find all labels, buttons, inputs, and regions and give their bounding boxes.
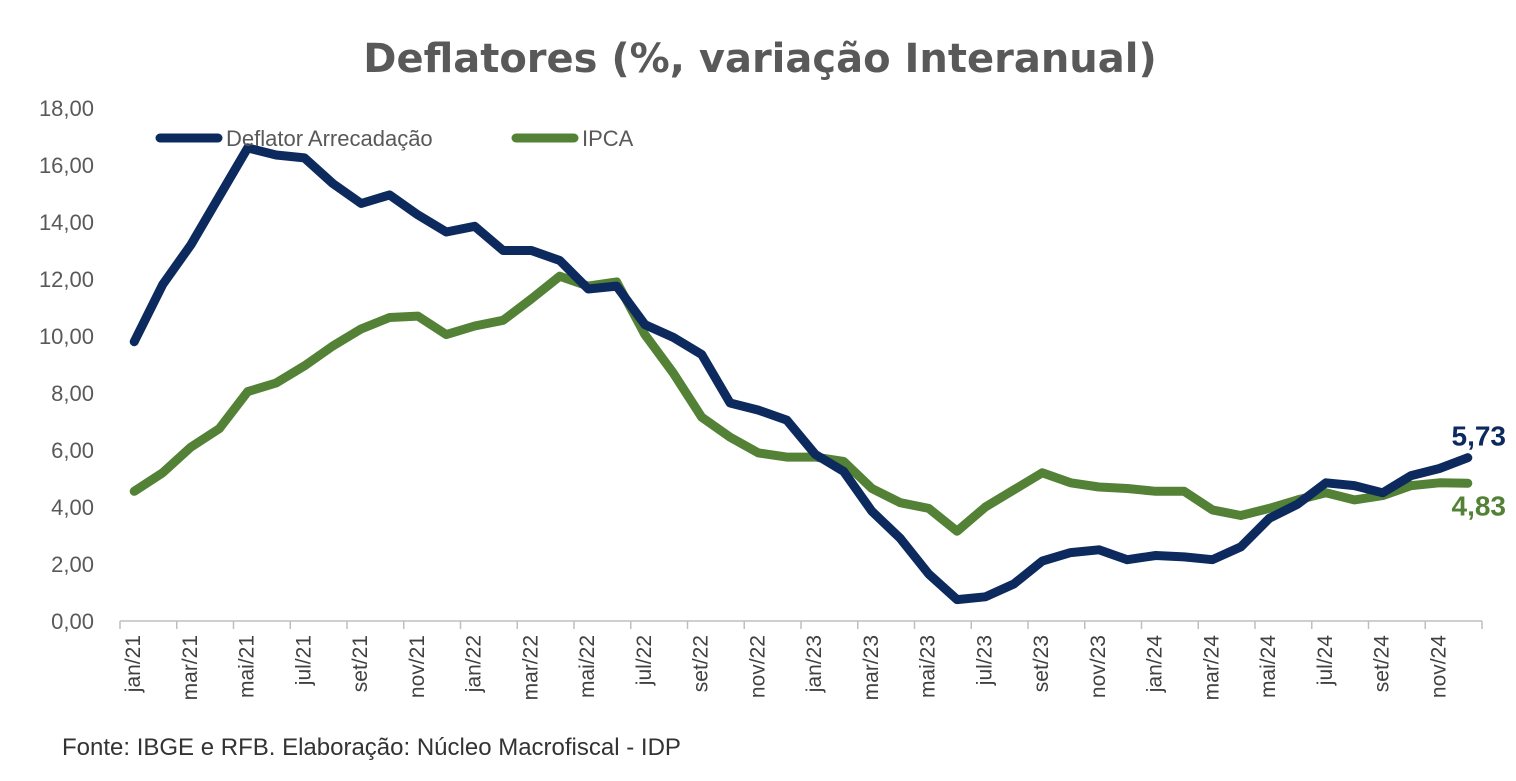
x-tick-label: set/21 bbox=[349, 635, 372, 692]
x-tick-label: nov/23 bbox=[1087, 635, 1110, 698]
x-tick-label: nov/21 bbox=[406, 635, 429, 698]
series-line-deflator-arrecada-o bbox=[129, 143, 1473, 605]
series-line-ipca bbox=[129, 271, 1473, 536]
end-labels: 5,73 4,83 bbox=[1452, 421, 1507, 522]
x-tick-label: jul/23 bbox=[973, 635, 996, 686]
end-value-label: 4,83 bbox=[1452, 490, 1507, 521]
legend-label: IPCA bbox=[582, 126, 634, 151]
x-tick-label: set/24 bbox=[1371, 635, 1394, 693]
x-tick-label: set/22 bbox=[690, 635, 713, 692]
x-tick-label: jan/24 bbox=[1144, 635, 1167, 694]
y-tick-label: 12,00 bbox=[39, 267, 94, 292]
y-axis: 0,00 2,00 4,00 6,00 8,00 10,00 12,00 14,00 16,00… bbox=[39, 96, 94, 634]
x-tick-label: mai/23 bbox=[917, 635, 940, 698]
x-tick-label: nov/22 bbox=[746, 635, 769, 698]
x-tick-label: nov/24 bbox=[1427, 635, 1450, 698]
legend-label: Deflator Arrecadação bbox=[226, 126, 433, 151]
x-tick-label: jul/22 bbox=[633, 635, 656, 686]
x-tick-label: mar/22 bbox=[519, 635, 542, 700]
y-tick-label: 2,00 bbox=[51, 552, 94, 577]
legend: Deflator Arrecadação IPCA bbox=[155, 126, 634, 151]
y-tick-label: 8,00 bbox=[51, 381, 94, 406]
y-tick-label: 14,00 bbox=[39, 210, 94, 235]
y-tick-label: 0,00 bbox=[51, 609, 94, 634]
y-tick-label: 6,00 bbox=[51, 438, 94, 463]
x-tick-label: jul/24 bbox=[1314, 635, 1337, 687]
x-tick-label: mar/24 bbox=[1200, 635, 1223, 701]
y-tick-label: 18,00 bbox=[39, 96, 94, 121]
x-tick-label: jul/21 bbox=[292, 635, 315, 686]
x-tick-label: set/23 bbox=[1030, 635, 1053, 692]
x-axis: jan/21 mar/21 mai/21 jul/21 set/21 nov/21 jan/… bbox=[119, 620, 1483, 701]
x-tick-label: jan/22 bbox=[463, 635, 486, 693]
x-tick-label: jan/23 bbox=[803, 635, 826, 693]
x-tick-label: mar/21 bbox=[179, 635, 202, 700]
series-layer bbox=[129, 143, 1473, 605]
x-tick-label: mar/23 bbox=[860, 635, 883, 700]
x-tick-label: mai/22 bbox=[576, 635, 599, 698]
source-note: Fonte: IBGE e RFB. Elaboração: Núcleo Ma… bbox=[62, 734, 681, 761]
x-tick-label: mai/21 bbox=[236, 635, 259, 698]
x-tick-label: mai/24 bbox=[1257, 635, 1280, 698]
chart-title: Deflatores (%, variação Interanual) bbox=[363, 36, 1157, 82]
end-value-label: 5,73 bbox=[1452, 421, 1507, 452]
y-tick-label: 10,00 bbox=[39, 324, 94, 349]
y-tick-label: 4,00 bbox=[51, 495, 94, 520]
y-tick-label: 16,00 bbox=[39, 153, 94, 178]
x-tick-label: jan/21 bbox=[122, 635, 145, 693]
